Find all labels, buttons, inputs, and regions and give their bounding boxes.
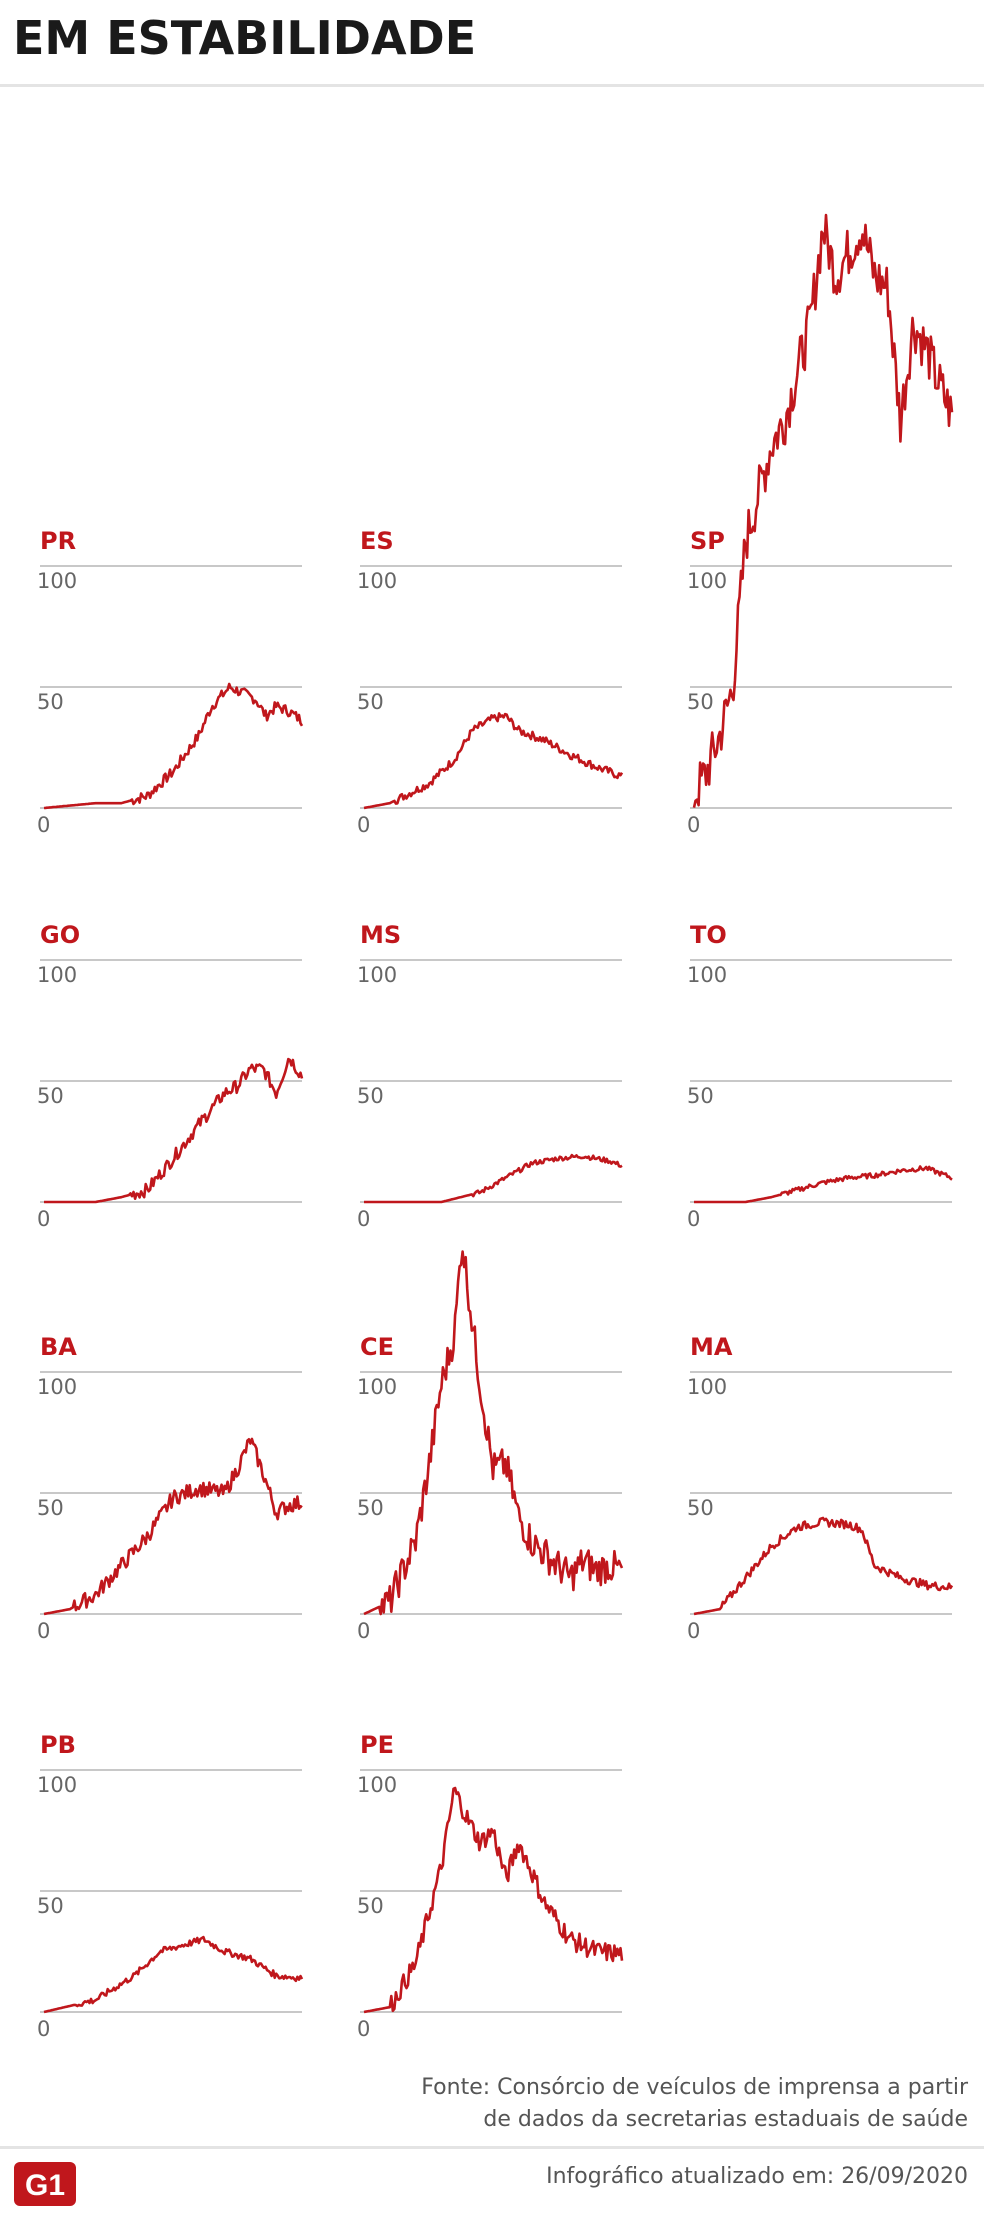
tick-label-0: 0: [37, 813, 50, 837]
chart-pb: PB 0 50 100: [37, 1731, 304, 2041]
tick-label-100: 100: [687, 569, 727, 593]
tick-label-100: 100: [37, 569, 77, 593]
footer-divider: [0, 2146, 984, 2149]
tick-label-100: 100: [37, 963, 77, 987]
tick-label-0: 0: [687, 1207, 700, 1231]
source-line-2: de dados da secretarias estaduais de saú…: [483, 2107, 968, 2132]
state-label-ma: MA: [690, 1333, 733, 1361]
series-line-ms: [364, 1153, 623, 1204]
state-label-ce: CE: [360, 1333, 394, 1361]
tick-label-50: 50: [687, 1084, 714, 1108]
tick-label-100: 100: [687, 1375, 727, 1399]
tick-label-100: 100: [357, 569, 397, 593]
series-line-ba: [43, 1437, 303, 1616]
tick-label-50: 50: [357, 690, 384, 714]
tick-label-100: 100: [37, 1773, 77, 1797]
source-line-1: Fonte: Consórcio de veículos de imprensa…: [421, 2075, 968, 2100]
tick-label-100: 100: [357, 1773, 397, 1797]
chart-ms: MS 0 50 100: [357, 921, 623, 1231]
series-line-go: [44, 1057, 304, 1204]
tick-label-0: 0: [37, 2017, 50, 2041]
tick-label-50: 50: [37, 1084, 64, 1108]
tick-label-0: 0: [37, 1207, 50, 1231]
chart-go: GO 0 50 100: [37, 921, 304, 1231]
chart-ce: CE 0 50 100: [357, 1250, 624, 1643]
series-line-ma: [693, 1516, 954, 1616]
tick-label-50: 50: [357, 1084, 384, 1108]
tick-label-0: 0: [357, 1619, 370, 1643]
chart-pr: PR 0 50 100: [37, 527, 304, 837]
chart-pe: PE 0 50 100: [357, 1731, 624, 2041]
tick-label-0: 0: [687, 813, 700, 837]
tick-label-50: 50: [37, 690, 64, 714]
title-divider: [0, 84, 984, 87]
tick-label-0: 0: [687, 1619, 700, 1643]
chart-sp: SP 0 50 100: [687, 213, 954, 837]
state-label-es: ES: [360, 527, 394, 555]
chart-es: ES 0 50 100: [357, 527, 624, 837]
series-line-pe: [363, 1786, 624, 2014]
tick-label-100: 100: [357, 963, 397, 987]
tick-label-100: 100: [357, 1375, 397, 1399]
tick-label-50: 50: [687, 690, 714, 714]
series-line-pb: [43, 1935, 304, 2014]
charts-grid: PR 0 50 100 ES 0 50 100 SP 0 50 100 GO 0 50 100 MS 0 50 100…: [37, 213, 954, 2041]
source-note: Fonte: Consórcio de veículos de imprensa…: [348, 2072, 968, 2136]
tick-label-0: 0: [37, 1619, 50, 1643]
chart-ba: BA 0 50 100: [37, 1333, 303, 1643]
tick-label-50: 50: [37, 1894, 64, 1918]
state-label-to: TO: [690, 921, 727, 949]
chart-to: TO 0 50 100: [687, 921, 953, 1231]
tick-label-0: 0: [357, 813, 370, 837]
update-timestamp: Infográfico atualizado em: 26/09/2020: [546, 2164, 968, 2189]
series-line-ce: [363, 1250, 624, 1616]
state-label-ba: BA: [40, 1333, 77, 1361]
tick-label-100: 100: [687, 963, 727, 987]
g1-logo-text: G1: [25, 2169, 65, 2202]
tick-label-50: 50: [357, 1894, 384, 1918]
tick-label-50: 50: [687, 1496, 714, 1520]
chart-ma: MA 0 50 100: [687, 1333, 954, 1643]
tick-label-50: 50: [37, 1496, 64, 1520]
tick-label-50: 50: [357, 1496, 384, 1520]
state-label-sp: SP: [690, 527, 725, 555]
g1-logo: G1: [14, 2162, 76, 2206]
state-label-ms: MS: [360, 921, 401, 949]
tick-label-100: 100: [37, 1375, 77, 1399]
state-label-pb: PB: [40, 1731, 76, 1759]
page-title: EM ESTABILIDADE: [13, 11, 477, 65]
tick-label-0: 0: [357, 2017, 370, 2041]
series-line-sp: [692, 213, 954, 808]
tick-label-0: 0: [357, 1207, 370, 1231]
series-line-es: [363, 712, 624, 810]
state-label-pe: PE: [360, 1731, 394, 1759]
series-line-to: [694, 1165, 953, 1204]
state-label-pr: PR: [40, 527, 76, 555]
series-line-pr: [43, 682, 304, 810]
state-label-go: GO: [40, 921, 80, 949]
